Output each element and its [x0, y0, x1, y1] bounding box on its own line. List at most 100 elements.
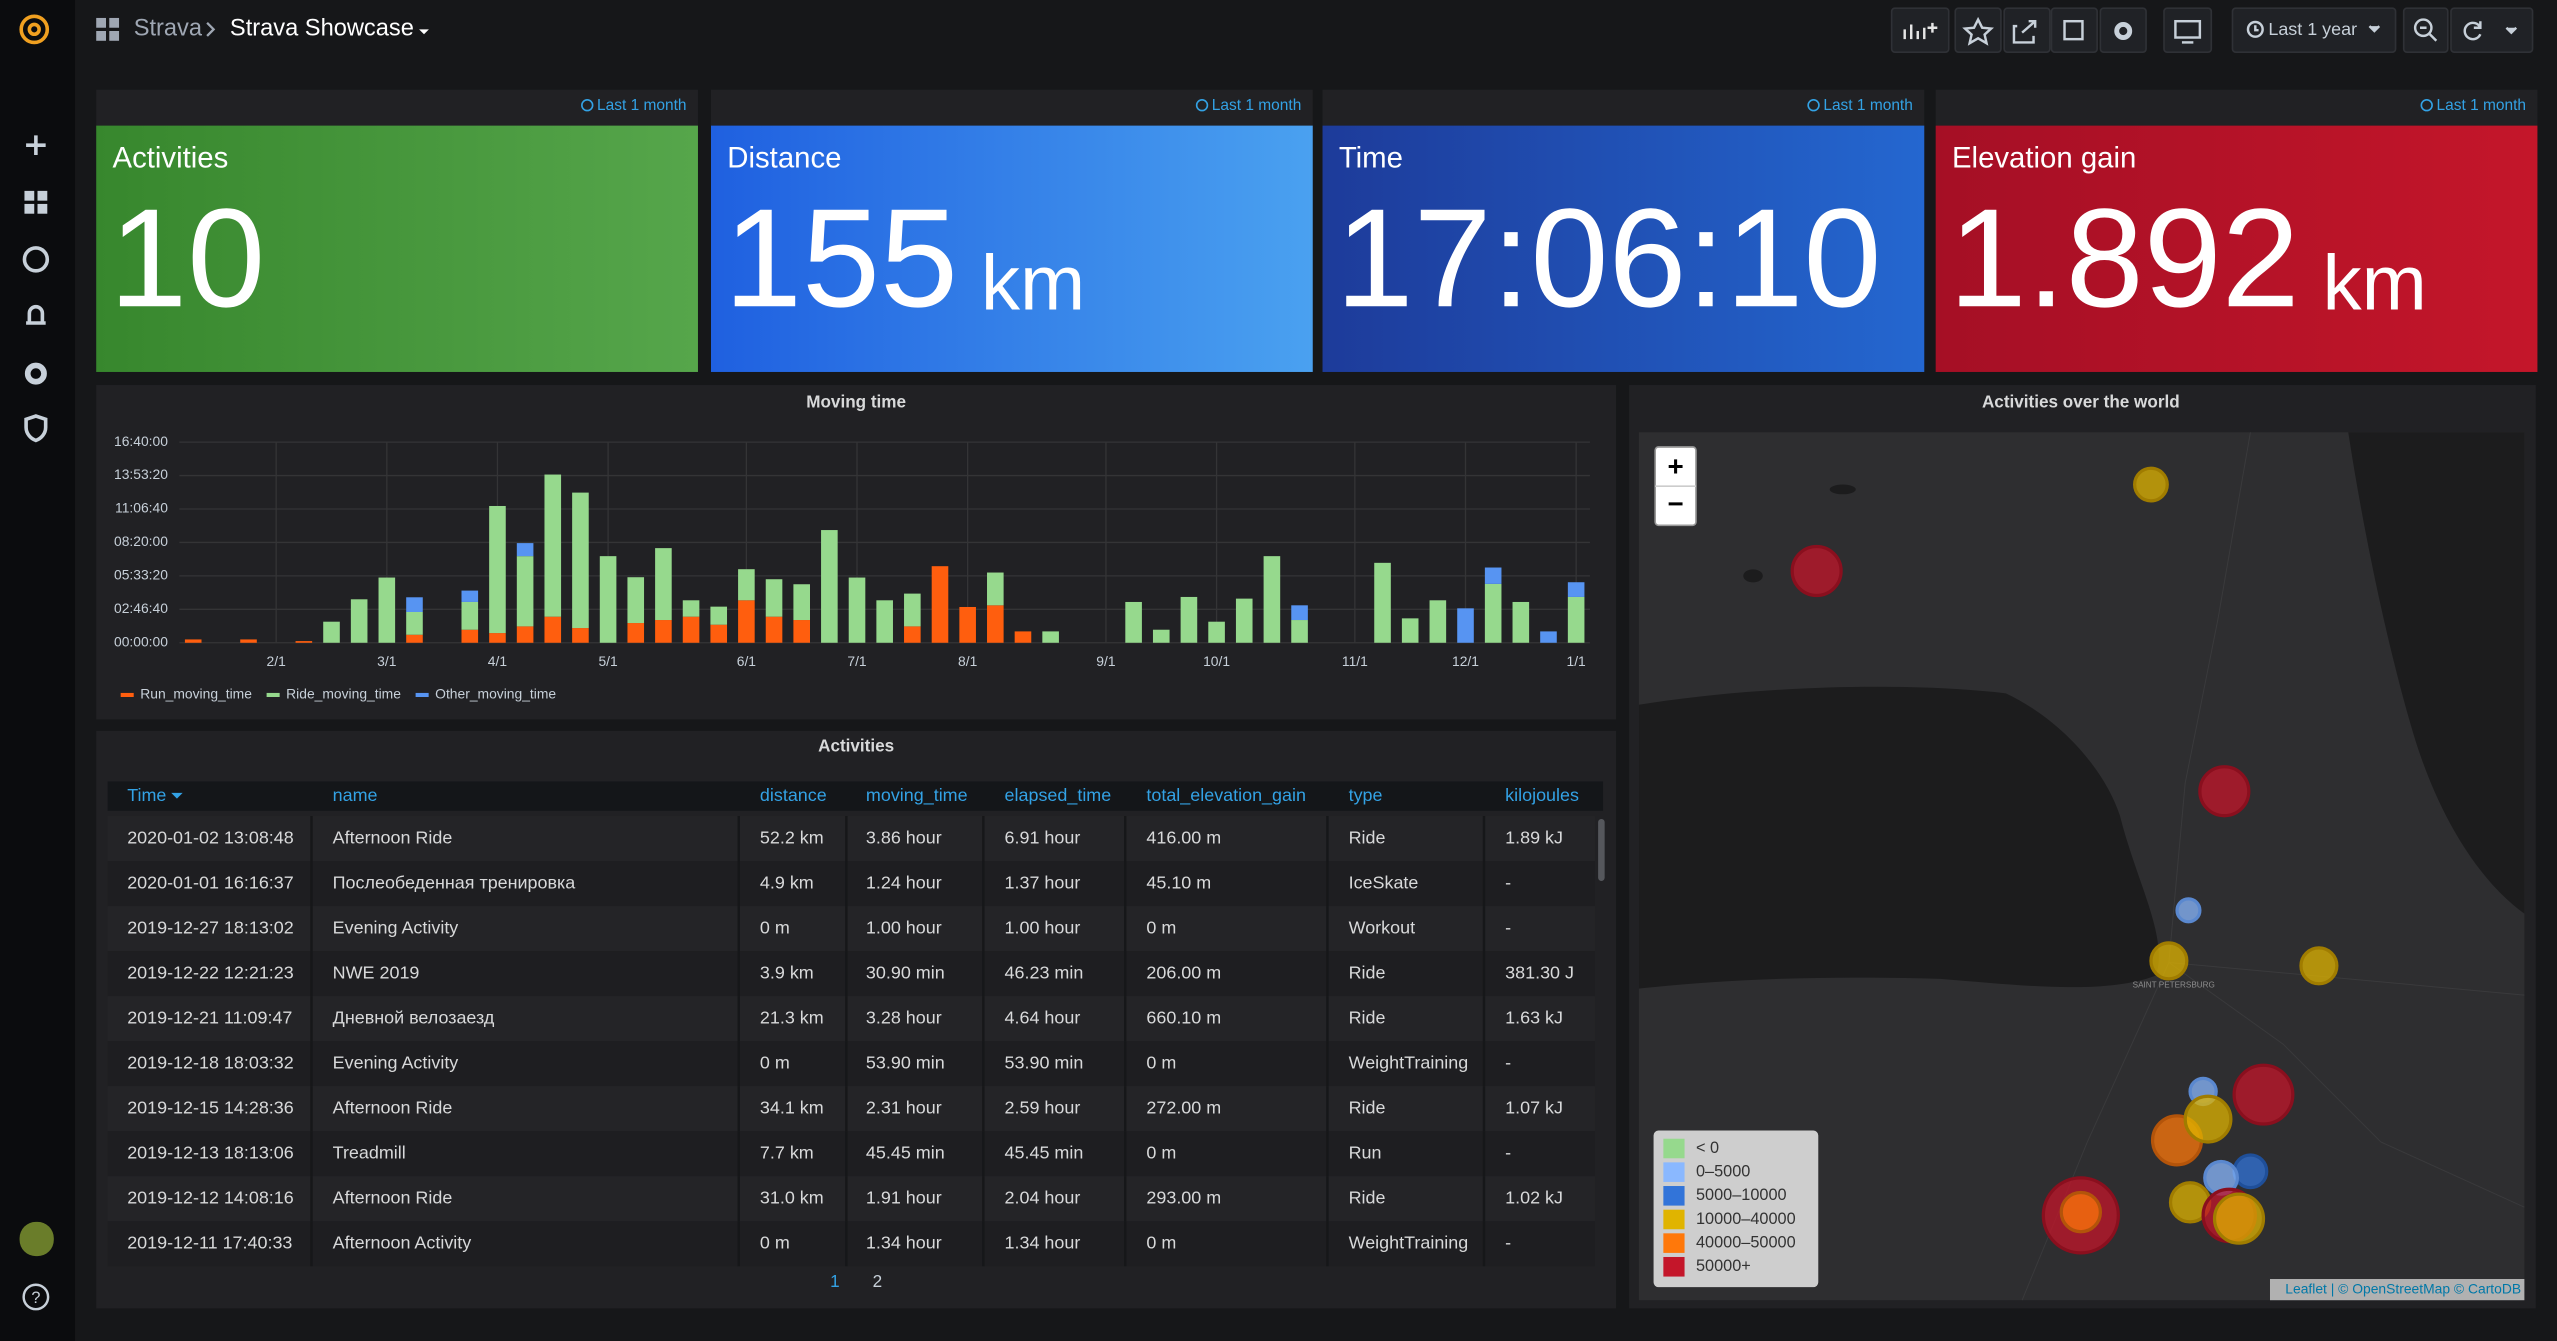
grafana-logo[interactable]: [19, 14, 50, 45]
table-cell: 1.24 hour: [866, 872, 942, 892]
time-picker[interactable]: [2231, 7, 2397, 54]
bar-segment: [461, 629, 479, 643]
shield-icon[interactable]: [24, 414, 48, 443]
table-cell: 4.64 hour: [1005, 1007, 1081, 1027]
bar-segment: [1429, 600, 1447, 643]
time-range[interactable]: Last 1 year: [2268, 19, 2357, 39]
table-row[interactable]: [107, 1041, 1595, 1087]
bar-segment: [710, 606, 728, 625]
table-cell: 45.45 min: [866, 1142, 945, 1162]
table-row[interactable]: [107, 1176, 1595, 1222]
table-cell: 1.00 hour: [866, 917, 942, 937]
map-marker[interactable]: [2232, 1063, 2295, 1126]
map-marker[interactable]: [2183, 1094, 2233, 1144]
zoom-out[interactable]: −: [1667, 488, 1683, 519]
dashboards-icon[interactable]: [24, 190, 48, 214]
table-cell: NWE 2019: [333, 962, 420, 982]
table-row[interactable]: [107, 996, 1595, 1042]
dashboard-grid-icon: [96, 17, 120, 41]
map-marker[interactable]: [2198, 765, 2251, 818]
table-cell: Ride: [1349, 1097, 1386, 1117]
breadcrumb[interactable]: Strava: [134, 16, 203, 42]
help-icon[interactable]: [22, 1283, 50, 1311]
config-icon[interactable]: [24, 362, 47, 385]
clock-icon: [581, 99, 594, 112]
settings-button[interactable]: [2099, 7, 2147, 54]
x-tick-label: 3/1: [377, 653, 397, 669]
table-row[interactable]: [107, 861, 1595, 907]
legend-swatch: [1663, 1233, 1685, 1253]
bar-segment: [1484, 583, 1502, 643]
x-tick-label: 8/1: [958, 653, 978, 669]
table-cell: 660.10 m: [1146, 1007, 1221, 1027]
table-cell: 1.34 hour: [866, 1233, 942, 1253]
table-cell: 3.86 hour: [866, 827, 942, 847]
map-water: [1638, 432, 2525, 989]
breadcrumb-separator: [206, 22, 216, 37]
map-legend-label: 40000–50000: [1696, 1233, 1796, 1251]
refresh-button[interactable]: [2450, 7, 2534, 54]
map-attribution[interactable]: Leaflet | © OpenStreetMap © CartoDB: [2285, 1280, 2521, 1296]
zoom-in[interactable]: +: [1667, 451, 1683, 482]
page-link[interactable]: 1: [830, 1272, 840, 1291]
x-tick-label: 7/1: [847, 653, 867, 669]
bar-segment: [1042, 631, 1059, 643]
table-cell: Afternoon Ride: [333, 827, 453, 847]
map-marker[interactable]: [2212, 1192, 2266, 1245]
x-tick-label: 1/1: [1567, 653, 1587, 669]
table-cell: Workout: [1349, 917, 1415, 937]
table-row[interactable]: [107, 1131, 1595, 1177]
column-header: name: [333, 785, 378, 805]
bar-segment: [904, 593, 921, 627]
bar-segment: [1291, 605, 1308, 621]
table-cell: Evening Activity: [333, 1052, 459, 1072]
user-avatar[interactable]: [19, 1221, 54, 1257]
table-cell: Afternoon Ride: [333, 1187, 453, 1207]
map-marker[interactable]: [2175, 897, 2202, 924]
stat-panel-header: [711, 89, 1313, 126]
table-cell: 0 m: [760, 1233, 790, 1253]
add-panel-button[interactable]: [1890, 7, 1950, 54]
bar-segment: [931, 566, 949, 643]
bar-segment: [1291, 620, 1308, 643]
page-link[interactable]: 2: [873, 1272, 883, 1291]
stat-panel-header: [96, 89, 698, 126]
map-marker[interactable]: [2149, 941, 2189, 981]
stat-panel: [1935, 125, 2538, 372]
bar-segment: [295, 641, 313, 643]
x-tick-label: 11/1: [1342, 653, 1368, 669]
map-marker[interactable]: [2133, 466, 2169, 503]
alerting-icon[interactable]: [26, 304, 46, 325]
table-row[interactable]: [107, 906, 1595, 952]
map-marker[interactable]: [2059, 1190, 2103, 1234]
bar-segment: [1152, 629, 1170, 643]
table-cell: 0 m: [1146, 1233, 1176, 1253]
map-marker[interactable]: [1790, 544, 1843, 598]
table-cell: 2019-12-12 14:08:16: [127, 1187, 294, 1207]
stat-unit: km: [981, 238, 1085, 326]
table-cell: 52.2 km: [760, 827, 824, 847]
table-cell: Ride: [1349, 1187, 1386, 1207]
explore-icon[interactable]: [22, 246, 50, 273]
tv-mode-button[interactable]: [2163, 7, 2213, 54]
bar-segment: [793, 584, 810, 621]
create-icon[interactable]: [26, 135, 46, 155]
save-button[interactable]: [2050, 7, 2098, 54]
bar-segment: [489, 505, 506, 634]
table-row[interactable]: [107, 1221, 1595, 1267]
table-cell: 6.91 hour: [1005, 827, 1081, 847]
share-button[interactable]: [2003, 7, 2051, 54]
table-cell: Ride: [1349, 962, 1386, 982]
time-badge: Last 1 month: [1823, 97, 1913, 114]
table-row[interactable]: [107, 951, 1595, 997]
dashboard-title[interactable]: Strava Showcase: [230, 16, 414, 42]
zoom-out-button[interactable]: [2402, 7, 2449, 54]
map-marker[interactable]: [2232, 1153, 2269, 1190]
table-row[interactable]: [107, 1086, 1595, 1132]
map-marker[interactable]: [2299, 946, 2339, 986]
table-row[interactable]: [107, 816, 1595, 862]
map-legend-label: 5000–10000: [1696, 1186, 1787, 1204]
legend-label: Other_moving_time: [435, 686, 556, 702]
star-button[interactable]: [1954, 7, 2002, 54]
